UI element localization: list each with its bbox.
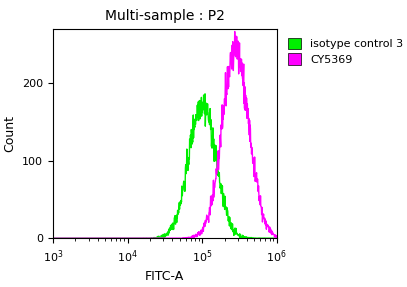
X-axis label: FITC-A: FITC-A (145, 270, 184, 283)
Y-axis label: Count: Count (4, 115, 17, 152)
Title: Multi-sample : P2: Multi-sample : P2 (105, 9, 225, 23)
Legend: isotype control 3, CY5369: isotype control 3, CY5369 (284, 34, 407, 68)
